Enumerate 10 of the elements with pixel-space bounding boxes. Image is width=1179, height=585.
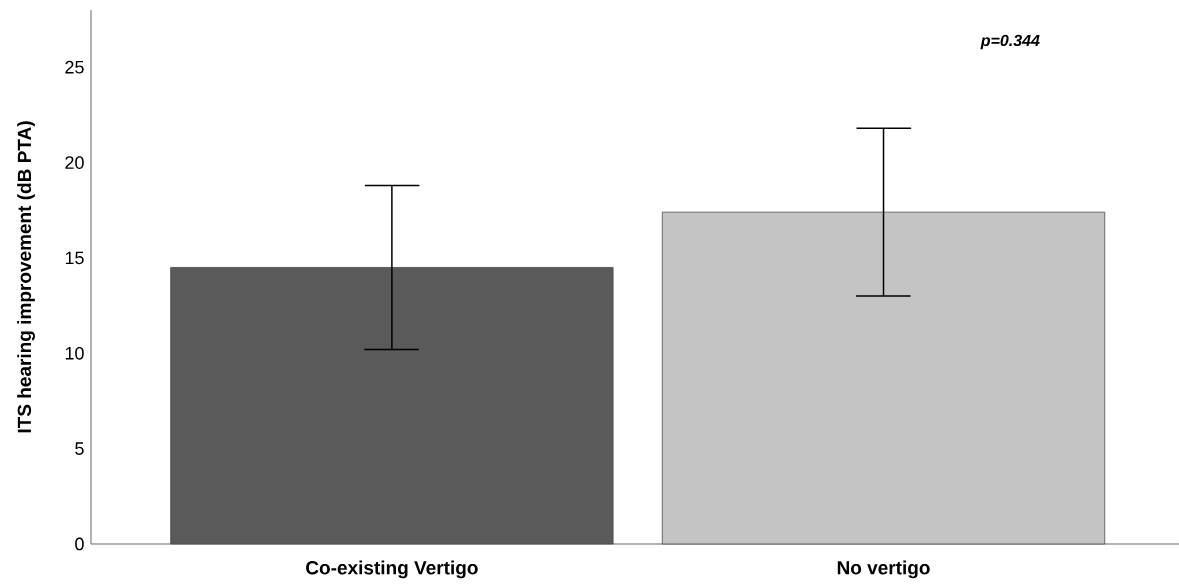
y-tick-label: 15 — [65, 251, 84, 265]
y-tick-label: 0 — [75, 537, 84, 551]
y-tick-label: 10 — [65, 346, 84, 360]
y-tick-label: 5 — [75, 442, 84, 455]
y-axis-title: ITS hearing improvement (dB PTA) — [17, 121, 35, 433]
x-tick-label: No vertigo — [837, 560, 930, 579]
y-tick-label: 25 — [65, 60, 84, 74]
annotation: p=0.344 — [980, 34, 1040, 50]
x-tick-label: Co-existing Vertigo — [306, 560, 478, 579]
y-tick-label: 20 — [65, 156, 84, 169]
